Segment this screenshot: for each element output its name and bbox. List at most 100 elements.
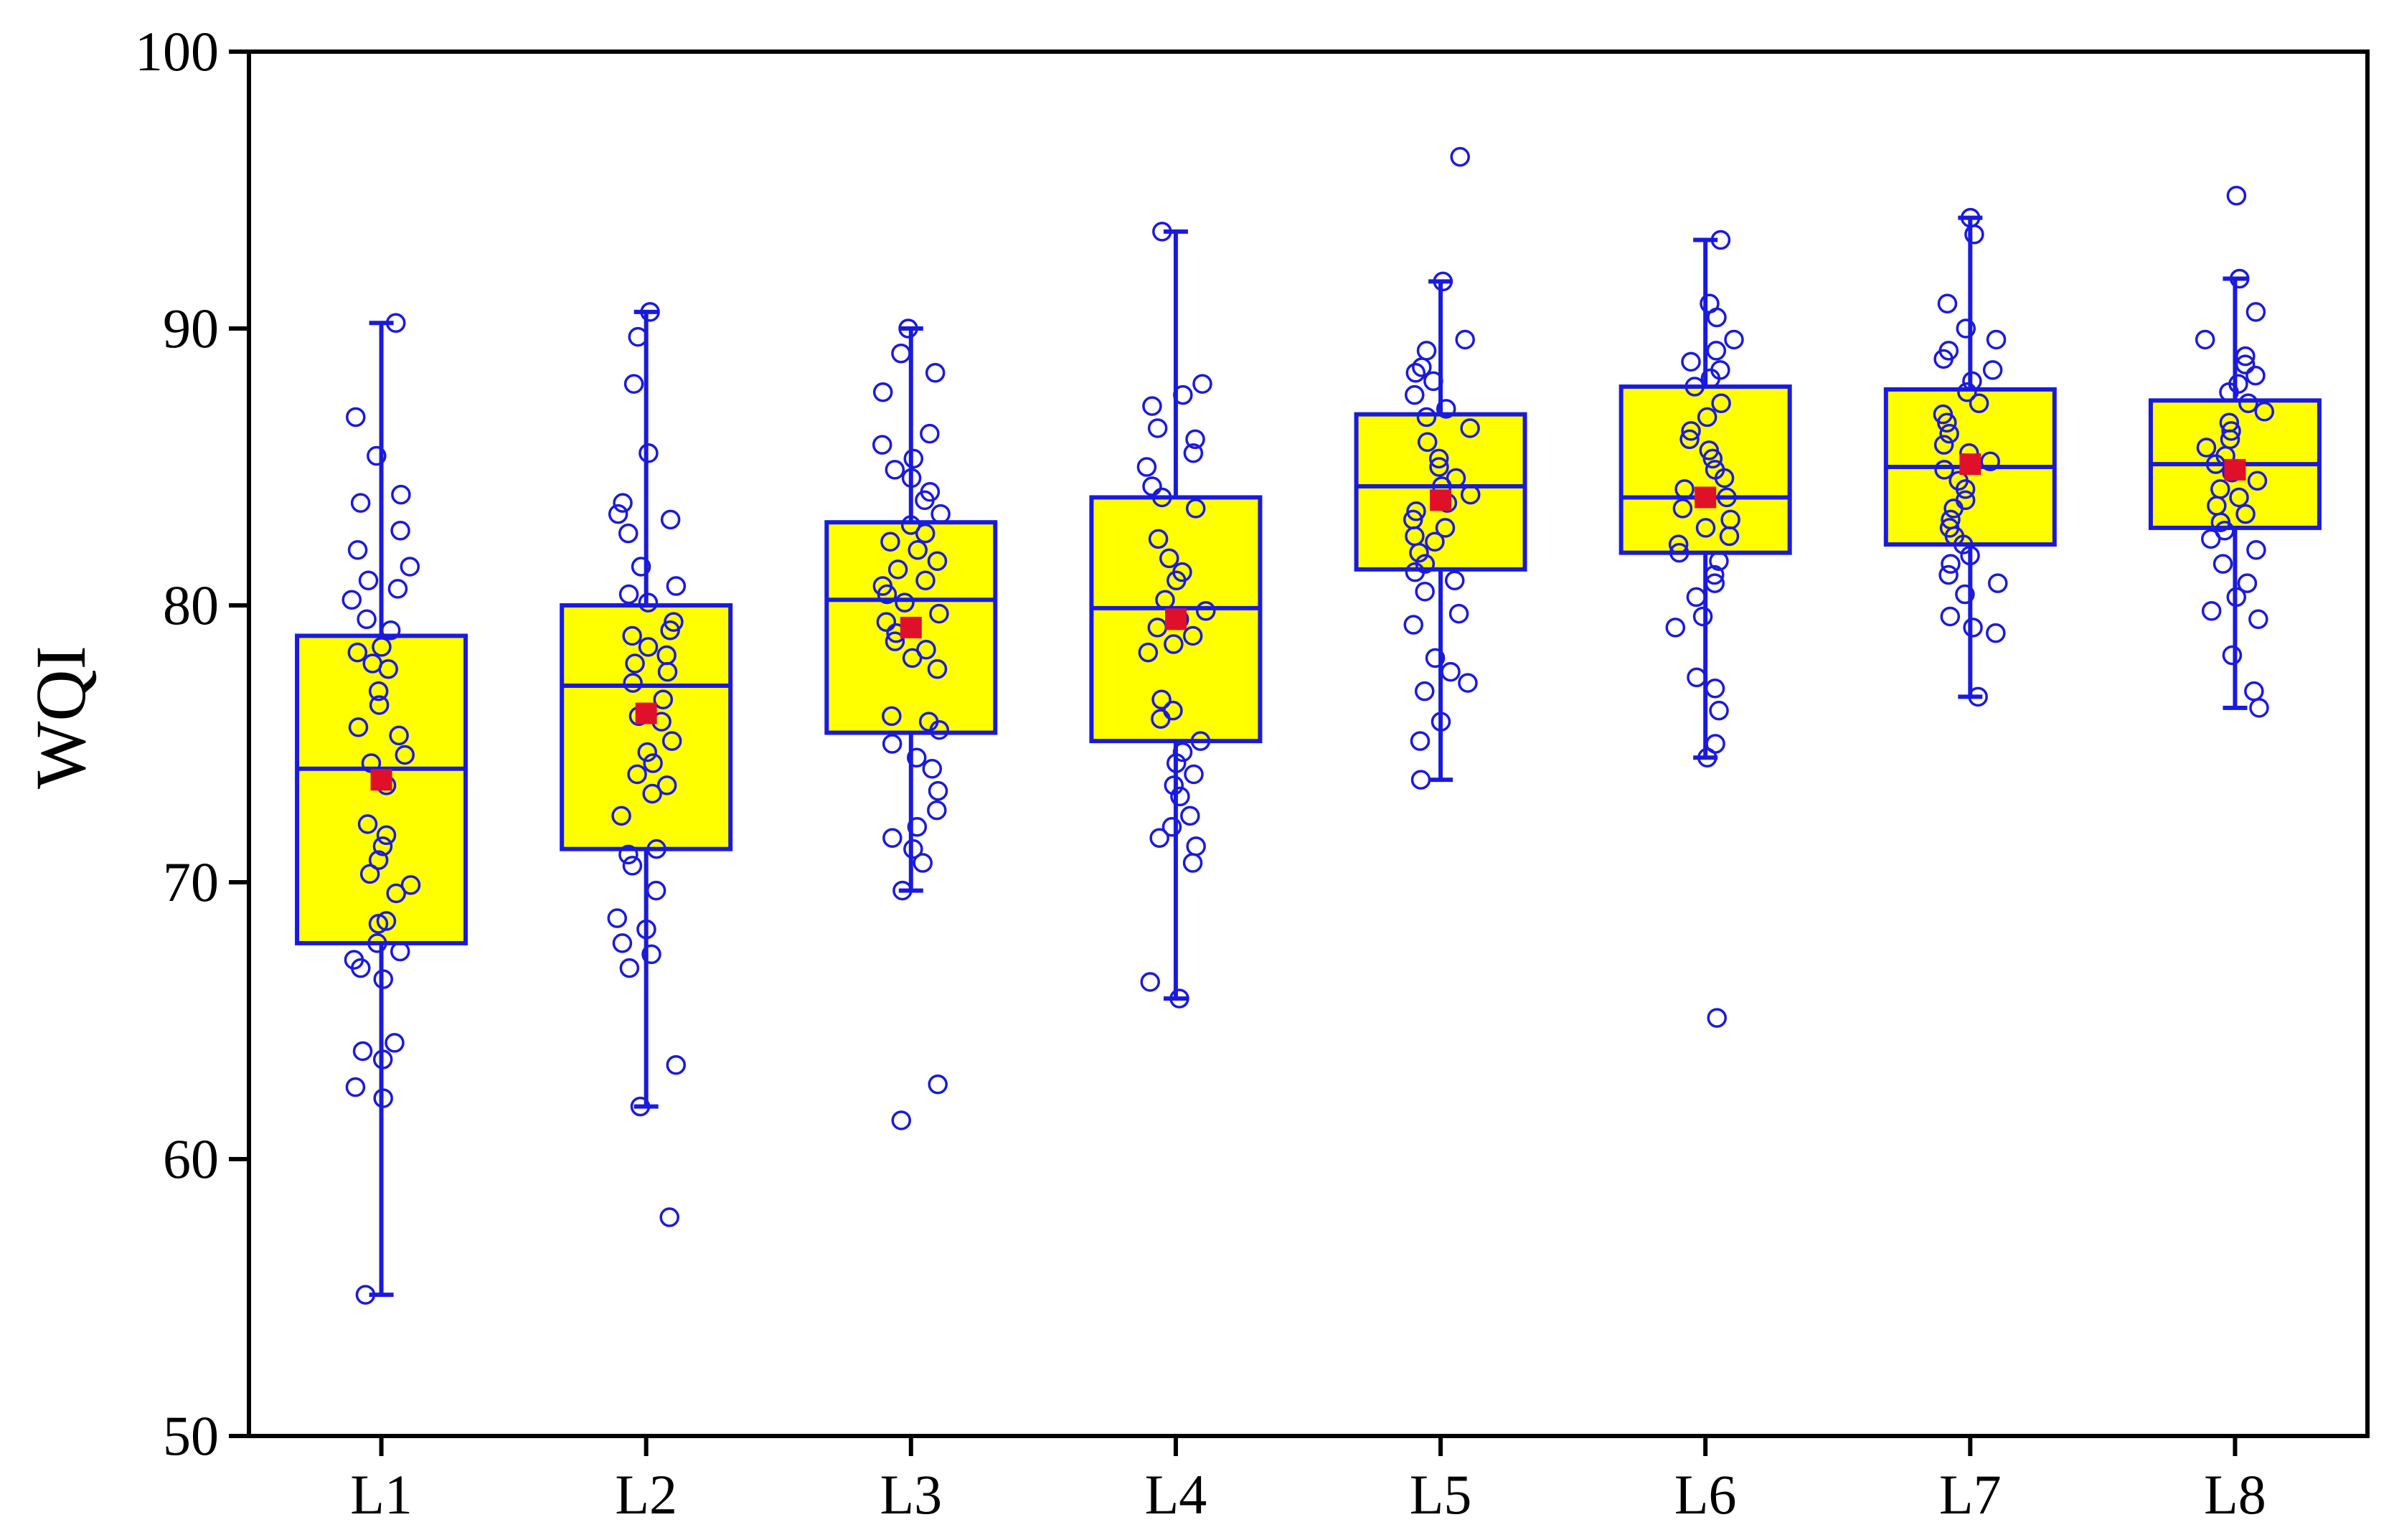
data-point xyxy=(1431,712,1451,732)
data-point xyxy=(1151,709,1171,729)
data-point xyxy=(1148,529,1169,549)
data-point xyxy=(368,681,389,701)
data-point xyxy=(368,850,389,870)
data-point xyxy=(1173,384,1193,405)
data-point xyxy=(1672,499,1693,519)
data-point xyxy=(367,933,387,953)
data-point xyxy=(877,584,897,605)
data-point xyxy=(1416,407,1437,427)
data-point xyxy=(386,883,406,904)
x-tick-label: L5 xyxy=(1410,1463,1472,1526)
data-point xyxy=(646,839,666,859)
data-point xyxy=(368,914,389,934)
data-point xyxy=(2201,600,2222,621)
data-point xyxy=(922,758,943,779)
data-point xyxy=(400,875,421,895)
data-point xyxy=(372,836,393,856)
mean-marker xyxy=(1695,486,1717,509)
data-point xyxy=(378,659,398,679)
data-point xyxy=(628,326,649,347)
data-point xyxy=(608,504,628,524)
data-point xyxy=(913,853,933,873)
data-point xyxy=(1968,686,1988,707)
data-point xyxy=(367,445,387,466)
data-point xyxy=(1428,448,1449,469)
data-point xyxy=(2248,609,2268,630)
data-point xyxy=(900,515,921,535)
data-point xyxy=(1665,618,1686,638)
x-tick-label: L3 xyxy=(880,1463,942,1526)
data-point xyxy=(1138,642,1159,663)
data-point xyxy=(1719,526,1740,547)
data-point xyxy=(1172,742,1193,762)
data-point xyxy=(895,592,915,613)
data-point xyxy=(1986,329,2007,350)
data-point xyxy=(1957,382,1977,402)
box-iqr xyxy=(560,603,733,851)
data-point xyxy=(1933,349,1954,369)
data-point xyxy=(885,460,905,480)
data-point xyxy=(1412,357,1432,377)
data-point xyxy=(637,742,658,762)
data-point xyxy=(1140,972,1160,992)
data-point xyxy=(619,958,640,978)
data-point xyxy=(631,557,651,577)
data-point xyxy=(1142,396,1162,416)
data-point xyxy=(2244,681,2264,701)
data-point xyxy=(1414,681,1435,701)
data-point xyxy=(915,570,936,591)
data-point xyxy=(2212,554,2233,574)
data-point xyxy=(927,659,948,679)
data-point xyxy=(623,374,644,394)
data-point xyxy=(369,695,390,715)
mean-marker xyxy=(1959,453,1981,476)
data-point xyxy=(1964,225,1984,245)
data-point xyxy=(2201,529,2221,549)
data-point xyxy=(1955,479,1976,499)
data-point xyxy=(1425,648,1446,669)
data-point xyxy=(612,933,633,953)
data-point xyxy=(1417,432,1438,453)
data-point xyxy=(1416,341,1437,361)
data-point xyxy=(1709,700,1729,721)
data-point xyxy=(390,521,410,541)
data-point xyxy=(387,579,408,599)
data-point xyxy=(1405,384,1425,405)
data-point xyxy=(358,570,379,591)
data-point xyxy=(1705,573,1725,593)
data-point xyxy=(915,490,935,511)
data-point xyxy=(666,576,687,596)
data-point xyxy=(1710,230,1731,250)
data-point xyxy=(1943,499,1964,519)
data-point xyxy=(1185,499,1206,519)
x-tick-label: L7 xyxy=(1939,1463,2002,1526)
data-point xyxy=(1164,634,1184,654)
data-point xyxy=(903,448,924,469)
data-point xyxy=(1953,534,1974,554)
mean-marker xyxy=(2224,458,2246,481)
data-point xyxy=(1167,570,1187,591)
data-point xyxy=(355,1285,376,1305)
data-point xyxy=(1697,747,1717,768)
data-point xyxy=(1938,564,1959,585)
data-point xyxy=(373,969,393,989)
data-point xyxy=(357,814,378,834)
data-point xyxy=(1700,368,1721,389)
data-point xyxy=(385,1033,405,1053)
data-point xyxy=(1940,606,1961,627)
data-point xyxy=(1969,393,1989,413)
data-point xyxy=(925,363,946,383)
y-tick-label: 70 xyxy=(163,851,219,913)
data-point xyxy=(618,584,639,605)
data-point xyxy=(1460,484,1481,505)
data-point xyxy=(660,509,681,530)
data-point xyxy=(638,443,659,463)
data-point xyxy=(638,592,659,613)
data-point xyxy=(1934,460,1954,480)
data-point xyxy=(1717,487,1737,508)
data-point xyxy=(1142,476,1162,496)
data-point xyxy=(903,839,923,859)
data-point xyxy=(1159,548,1179,569)
